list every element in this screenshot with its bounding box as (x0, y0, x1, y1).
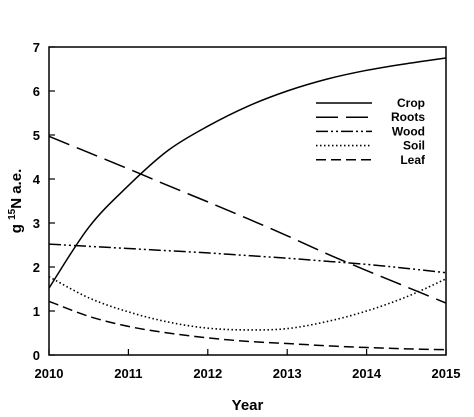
legend-label-soil: Soil (403, 139, 425, 153)
x-tick-label: 2015 (432, 366, 461, 381)
y-tick-label: 4 (33, 172, 41, 187)
legend-label-roots: Roots (391, 110, 425, 124)
legend-label-leaf: Leaf (400, 153, 426, 167)
series-line-crop (49, 57, 446, 289)
y-tick-label: 7 (33, 40, 40, 55)
y-tick-label: 3 (33, 216, 40, 231)
legend-label-wood: Wood (392, 124, 425, 138)
x-axis-title: Year (232, 397, 264, 414)
y-axis-title-superscript: 15 (7, 208, 18, 220)
x-tick-label: 2012 (193, 366, 222, 381)
series-layer (49, 57, 446, 351)
x-axis: 2010 2011 2012 2013 2014 2015 (35, 349, 461, 381)
x-tick-label: 2010 (35, 366, 64, 381)
y-tick-label: 6 (33, 84, 40, 99)
series-line-roots (49, 135, 446, 304)
legend-label-crop: Crop (397, 96, 425, 110)
x-tick-label: 2014 (352, 366, 382, 381)
plot-frame (48, 46, 447, 356)
y-tick-label: 1 (33, 304, 40, 319)
x-tick-label: 2011 (114, 366, 142, 381)
y-axis-title: g 15N a.e. (7, 169, 25, 234)
y-axis-title-suffix: N a.e. (8, 169, 25, 209)
y-axis-title-prefix: g (8, 220, 25, 233)
series-line-soil (49, 275, 446, 331)
series-line-leaf (49, 300, 446, 351)
y-axis: 0 1 2 3 4 5 6 7 (33, 40, 55, 363)
series-line-wood (49, 243, 446, 274)
x-tick-label: 2013 (273, 366, 302, 381)
y-tick-label: 5 (33, 128, 40, 143)
y-tick-label: 2 (33, 260, 40, 275)
y-tick-label: 0 (33, 348, 40, 363)
